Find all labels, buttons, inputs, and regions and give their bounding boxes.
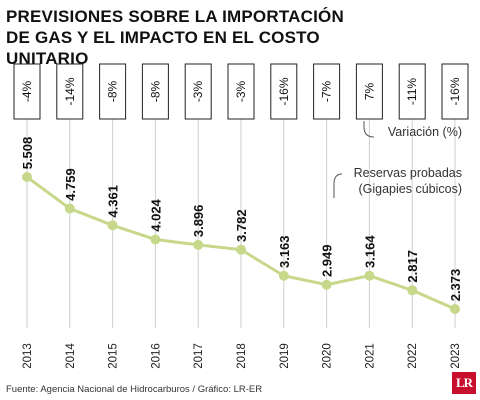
year-label-2013: 2013 (22, 343, 34, 369)
variation-label-2013: -4% (20, 81, 34, 103)
variation-label-2020: -7% (320, 81, 334, 103)
series-legend-leader (333, 173, 343, 198)
variation-legend: Variación (%) (388, 125, 462, 139)
data-point-2022 (407, 285, 418, 296)
variation-box-2019 (270, 63, 298, 120)
value-label-2013: 5.508 (20, 137, 35, 170)
series-legend-line1: Reservas probadas (354, 166, 462, 180)
year-label-2023: 2023 (450, 343, 462, 369)
variation-boxes: -4% -14% -8% -8% -3% -3% -16% -7% 7% -11% -16% (13, 63, 469, 120)
year-label-2014: 2014 (65, 343, 77, 369)
value-label-2018: 3.782 (234, 209, 249, 242)
variation-label-2018: -3% (234, 81, 248, 103)
source-note: Fuente: Agencia Nacional de Hidrocarburo… (6, 384, 263, 395)
value-label-2020: 2.949 (320, 244, 335, 277)
series-layer (22, 172, 460, 314)
value-label-2014: 4.759 (63, 168, 78, 201)
data-point-2019 (278, 270, 289, 281)
variation-box-2021 (355, 63, 383, 120)
data-point-2021 (364, 270, 375, 281)
variation-label-2017: -3% (191, 81, 205, 103)
data-point-2017 (193, 239, 204, 250)
variation-box-2022 (398, 63, 426, 120)
x-axis-labels: 2013 2014 2015 2016 2017 2018 2019 2020 2021 2022… (22, 343, 462, 369)
variation-label-2019: -16% (277, 77, 291, 105)
year-label-2019: 2019 (279, 343, 291, 369)
value-label-2021: 3.164 (362, 235, 377, 268)
variation-label-2014: -14% (63, 77, 77, 105)
variation-box-2023 (441, 63, 469, 120)
chart-title: PREVISIONES SOBRE LA IMPORTACIÓN DE GAS … (6, 7, 344, 68)
value-label-2015: 4.361 (106, 185, 121, 218)
variation-box-2015 (99, 63, 127, 120)
data-point-2016 (150, 234, 161, 245)
year-label-2015: 2015 (108, 343, 120, 369)
variation-box-2018 (227, 63, 255, 120)
variation-label-2016: -8% (148, 81, 162, 103)
data-point-2015 (107, 220, 118, 231)
data-point-2018 (236, 244, 246, 255)
year-label-2022: 2022 (407, 343, 419, 369)
variation-box-2017 (184, 63, 212, 120)
variation-legend-leader (363, 121, 375, 138)
lr-logo: LR (452, 372, 476, 394)
value-label-2017: 3.896 (191, 205, 206, 238)
variation-box-2014 (56, 63, 84, 120)
variation-label-2022: -11% (405, 78, 419, 105)
variation-label-2021: 7% (362, 82, 376, 100)
value-labels: 5.508 4.759 4.361 4.024 3.896 3.782 3.163 2.949… (20, 137, 463, 302)
year-label-2017: 2017 (193, 343, 205, 369)
value-label-2016: 4.024 (148, 198, 163, 231)
year-label-2021: 2021 (364, 343, 376, 369)
value-label-2023: 2.373 (448, 269, 463, 302)
variation-label-2023: -16% (448, 77, 462, 105)
data-point-2023 (450, 304, 460, 314)
year-label-2018: 2018 (236, 343, 248, 369)
data-point-2014 (64, 203, 75, 214)
value-label-2019: 3.163 (277, 235, 292, 268)
value-label-2022: 2.817 (405, 250, 420, 283)
variation-box-2016 (141, 63, 169, 120)
data-point-2020 (321, 279, 332, 290)
variation-box-2020 (313, 63, 341, 120)
data-point-2013 (22, 172, 32, 182)
variation-label-2015: -8% (106, 81, 120, 103)
year-label-2016: 2016 (150, 343, 162, 369)
series-legend-line2: (Gigapies cúbicos) (358, 182, 462, 196)
variation-box-2013 (13, 63, 41, 120)
year-label-2020: 2020 (322, 343, 334, 369)
